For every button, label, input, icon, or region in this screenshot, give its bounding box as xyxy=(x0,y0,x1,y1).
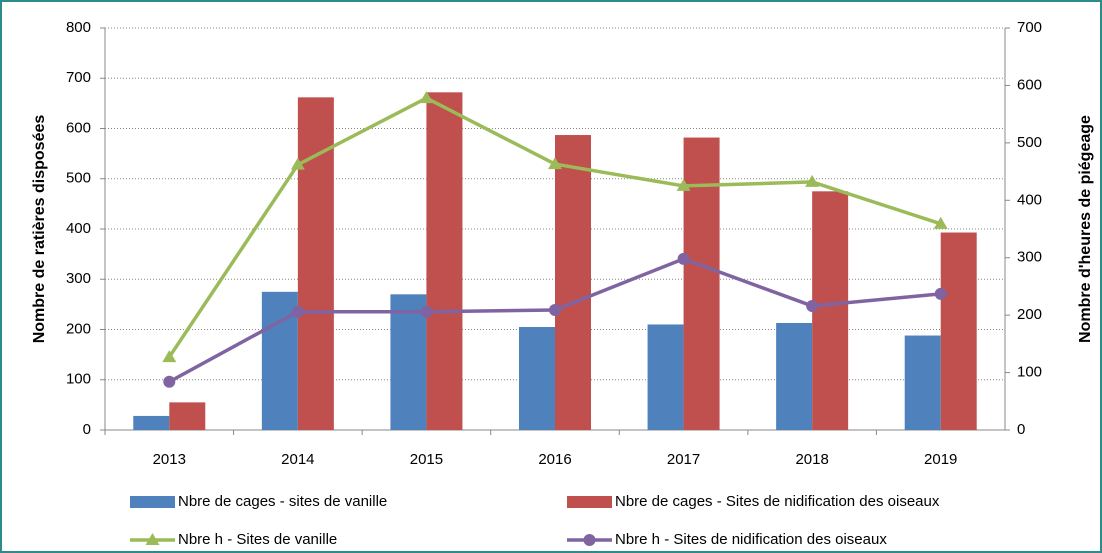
x-tick-label: 2016 xyxy=(538,451,571,468)
y2-tick-label: 300 xyxy=(1017,249,1042,266)
bar xyxy=(519,326,555,430)
y2-axis-title: Nombre d'heures de piégeage xyxy=(1077,115,1094,343)
line-marker xyxy=(677,252,690,265)
y2-tick-label: 200 xyxy=(1017,306,1042,323)
bar xyxy=(647,324,684,430)
bar xyxy=(904,335,941,430)
y2-tick-label: 700 xyxy=(1017,19,1042,36)
bar xyxy=(169,402,206,430)
line-marker xyxy=(162,350,177,363)
line-marker xyxy=(676,178,691,191)
x-tick-label: 2018 xyxy=(795,451,828,468)
line-marker xyxy=(420,305,433,318)
bar xyxy=(555,135,591,430)
line-marker xyxy=(549,303,561,316)
y2-tick-label: 0 xyxy=(1017,421,1025,438)
bar xyxy=(297,97,334,430)
y-tick-label: 0 xyxy=(83,421,91,438)
y-tick-label: 400 xyxy=(66,220,91,237)
line-marker xyxy=(291,305,304,318)
y-tick-label: 800 xyxy=(66,19,91,36)
line-marker xyxy=(163,375,176,388)
line-marker xyxy=(419,91,434,104)
bar xyxy=(940,232,977,430)
y-tick-label: 200 xyxy=(66,320,91,337)
legend-label: Nbre h - Sites de nidification des oisea… xyxy=(615,531,887,548)
y-tick-label: 100 xyxy=(66,371,91,388)
bar xyxy=(812,191,849,430)
x-tick-label: 2017 xyxy=(667,451,700,468)
legend-label: Nbre de cages - sites de vanille xyxy=(178,493,387,510)
line-marker xyxy=(933,216,948,229)
bar xyxy=(683,137,720,431)
bar xyxy=(776,322,813,430)
y2-tick-label: 500 xyxy=(1017,134,1042,151)
legend-label: Nbre h - Sites de vanille xyxy=(178,531,337,548)
line-marker xyxy=(806,299,819,312)
bar xyxy=(426,92,463,430)
y-tick-label: 500 xyxy=(66,170,91,187)
legend-marker xyxy=(583,534,596,546)
x-tick-label: 2019 xyxy=(924,451,957,468)
legend-label: Nbre de cages - Sites de nidification de… xyxy=(615,493,940,510)
legend-swatch xyxy=(130,496,175,508)
legend-marker xyxy=(145,533,160,545)
y-axis-title: Nombre de ratières disposées xyxy=(31,115,48,344)
x-tick-label: 2015 xyxy=(410,451,443,468)
bar xyxy=(390,294,427,430)
x-tick-label: 2013 xyxy=(153,451,186,468)
bar xyxy=(133,415,170,430)
y2-tick-label: 600 xyxy=(1017,76,1042,93)
x-tick-label: 2014 xyxy=(281,451,314,468)
y2-tick-label: 400 xyxy=(1017,191,1042,208)
legend-swatch xyxy=(567,496,612,508)
line-marker xyxy=(290,157,305,170)
line-marker xyxy=(548,157,562,170)
line-marker xyxy=(805,174,820,187)
y2-tick-label: 100 xyxy=(1017,364,1042,381)
y-tick-label: 300 xyxy=(66,270,91,287)
y-tick-label: 700 xyxy=(66,69,91,86)
y-tick-label: 600 xyxy=(66,119,91,136)
line-marker xyxy=(934,287,947,300)
